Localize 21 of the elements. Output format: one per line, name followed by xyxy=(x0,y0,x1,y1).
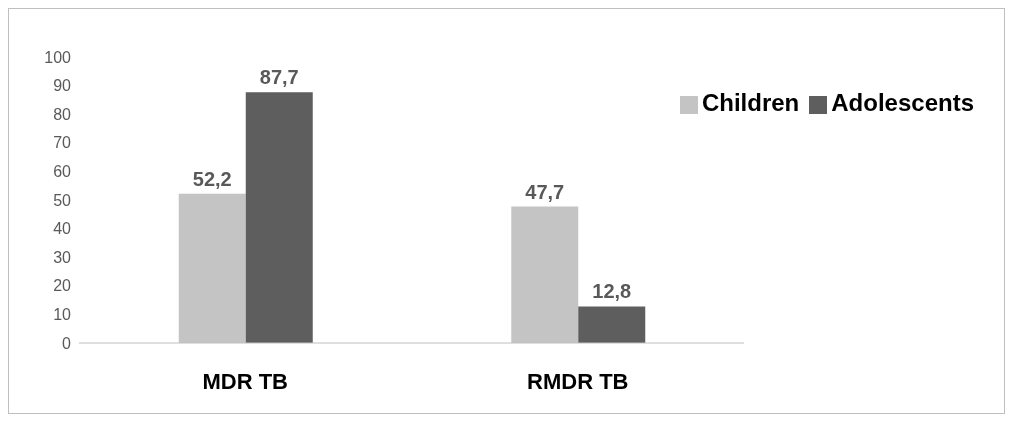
y-tick-label: 40 xyxy=(53,220,72,238)
data-label: 12,8 xyxy=(592,280,632,303)
x-tick-label: RMDR TB xyxy=(527,368,629,394)
y-tick-label: 80 xyxy=(53,105,72,123)
legend-label: Adolescents xyxy=(831,89,974,116)
y-tick-label: 90 xyxy=(53,77,72,95)
bar xyxy=(578,306,646,343)
data-label: 47,7 xyxy=(525,180,565,203)
data-label: 52,2 xyxy=(192,167,232,190)
y-tick-label: 100 xyxy=(44,48,72,66)
y-tick-label: 60 xyxy=(53,163,72,181)
y-tick-label: 20 xyxy=(53,277,72,295)
y-tick-label: 10 xyxy=(53,306,72,324)
x-tick-label: MDR TB xyxy=(202,368,289,394)
y-tick-label: 0 xyxy=(62,334,72,352)
legend-label: Children xyxy=(701,89,800,116)
bar xyxy=(245,92,313,343)
y-tick-label: 70 xyxy=(53,134,72,152)
data-label: 87,7 xyxy=(259,66,299,89)
y-tick-label: 30 xyxy=(53,248,72,266)
y-tick-label: 50 xyxy=(53,191,72,209)
